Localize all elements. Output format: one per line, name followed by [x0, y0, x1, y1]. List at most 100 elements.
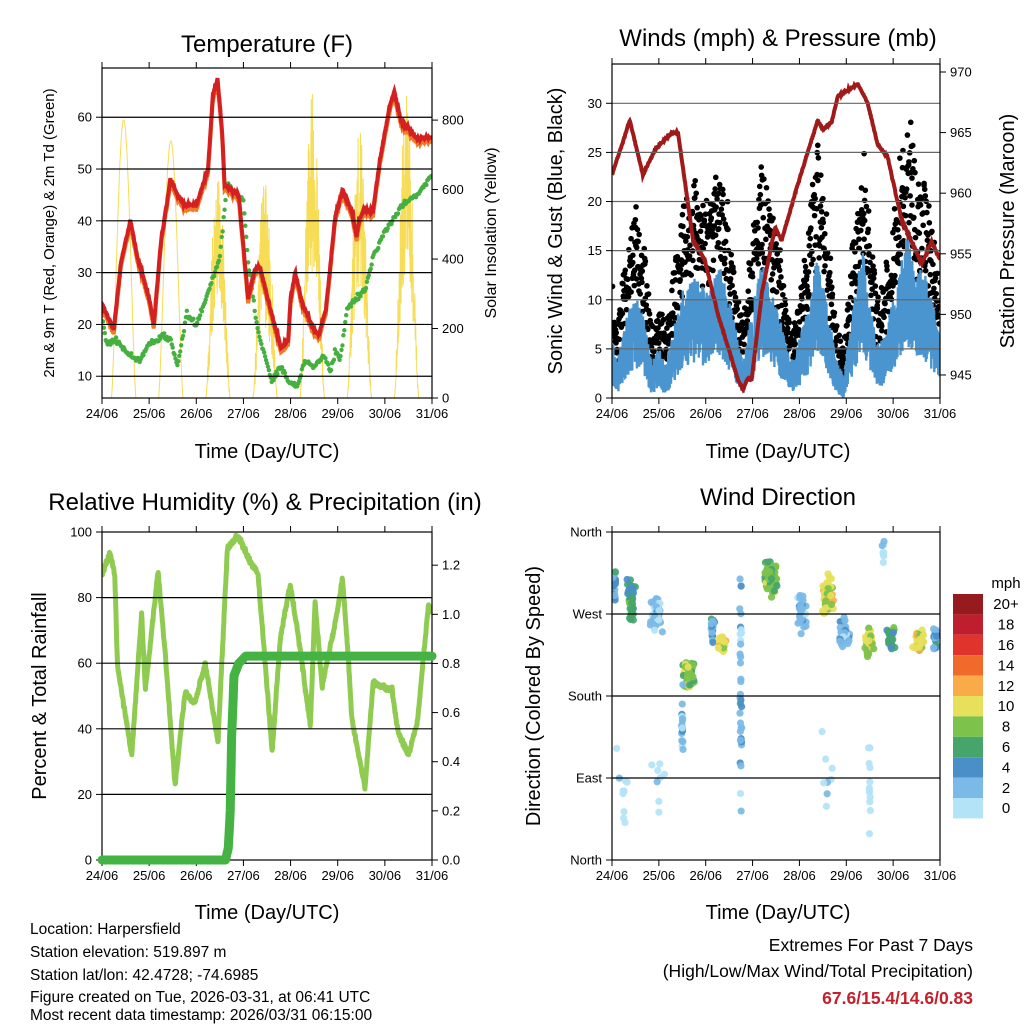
x-tick-label: 29/06: [830, 406, 863, 421]
gust-point: [759, 241, 765, 248]
dewpoint-point: [255, 326, 260, 331]
gust-point: [701, 217, 708, 224]
gust-point: [616, 336, 623, 343]
wind-direction-point: [736, 659, 745, 667]
gust-point: [639, 279, 645, 286]
precipitation-line: [97, 651, 437, 865]
gust-point: [910, 142, 916, 149]
gust-point: [612, 283, 616, 290]
wind-direction-point: [709, 638, 717, 647]
gust-point: [718, 206, 725, 212]
gust-point: [828, 301, 835, 308]
wind-direction-point: [627, 583, 636, 591]
gust-point: [780, 291, 786, 298]
gust-point: [777, 257, 784, 264]
x-tick-label: 25/06: [133, 406, 166, 421]
x-tick-label: 30/06: [877, 406, 910, 421]
wind-direction-point: [658, 628, 667, 636]
legend-swatch: [953, 716, 983, 737]
dewpoint-point: [220, 229, 225, 234]
dewpoint-point: [182, 320, 188, 325]
gust-point: [631, 282, 638, 289]
dewpoint-point: [244, 234, 249, 240]
gust-point: [811, 212, 818, 219]
gust-point: [829, 291, 836, 297]
dewpoint-point: [223, 197, 228, 203]
gust-point: [767, 227, 774, 234]
gust-point: [722, 238, 729, 245]
solar-insolation-line: [102, 93, 432, 398]
gust-point: [719, 186, 726, 193]
dewpoint-point: [113, 335, 119, 340]
gust-point: [697, 228, 704, 235]
gust-point: [770, 215, 776, 222]
dewpoint-point: [253, 315, 258, 320]
gust-point: [804, 283, 810, 290]
gust-point: [662, 351, 669, 357]
gust-point: [827, 269, 833, 276]
y-tick-label: 10: [78, 369, 92, 384]
gust-point: [684, 247, 691, 253]
gust-point: [837, 338, 844, 344]
y-tick-label: 50: [78, 162, 92, 177]
x-tick-label: 30/06: [877, 868, 910, 883]
gust-point: [619, 310, 626, 317]
dewpoint-point: [218, 244, 223, 250]
gust-point: [784, 325, 791, 332]
y-right-tick-label: 970: [950, 64, 972, 79]
gust-point: [885, 308, 892, 315]
y-right-tick-label: 960: [950, 186, 972, 201]
y-tick-label: 20: [78, 317, 92, 332]
y-right-tick-label: 955: [950, 246, 972, 261]
x-tick-label: 26/06: [689, 406, 722, 421]
gust-point: [936, 321, 940, 327]
gust-point: [773, 289, 780, 295]
dewpoint-point: [340, 343, 345, 348]
gust-point: [858, 227, 864, 234]
gust-point: [691, 182, 697, 189]
dewpoint-point: [217, 253, 223, 259]
footer-latlon: Station lat/lon: 42.4728; -74.6985: [30, 967, 258, 984]
wind-direction-point: [865, 759, 873, 768]
gust-point: [769, 271, 776, 277]
gust-point: [641, 245, 648, 252]
dewpoint-point: [102, 330, 108, 336]
dewpoint-point: [254, 320, 259, 325]
humidity-frame: [101, 531, 433, 861]
gust-point: [809, 248, 815, 255]
gust-point: [834, 323, 840, 329]
y-right-tick-label: 0.4: [442, 754, 460, 769]
wind-direction-point: [620, 808, 628, 816]
extremes-values: 67.6/15.4/14.6/0.83: [822, 988, 973, 1008]
wind-direction-point: [679, 681, 687, 689]
gust-point: [922, 267, 929, 274]
x-tick-label: 29/06: [830, 868, 863, 883]
wind-direction-point: [736, 630, 744, 638]
wind-direction-point: [623, 778, 631, 786]
dewpoint-point: [175, 362, 180, 368]
gust-point: [780, 283, 787, 289]
gust-point: [630, 252, 636, 259]
wind-direction-point: [736, 736, 744, 744]
winds-plot: 24/06 25/06 26/06 27/06 28/06 29/06 30/06 31/06…: [588, 58, 972, 421]
gust-point: [628, 235, 634, 242]
y-tick-label: 0: [85, 853, 92, 868]
wind-direction-point: [827, 600, 836, 609]
gust-point: [721, 260, 728, 267]
dewpoint-point: [181, 328, 187, 334]
gust-point: [836, 332, 843, 339]
gust-point: [870, 263, 876, 269]
temp-2m-line: [102, 77, 432, 352]
gust-point: [896, 234, 902, 240]
legend-swatch: [953, 634, 983, 656]
wind-direction-point: [737, 677, 745, 686]
gust-point: [714, 196, 720, 202]
gust-point: [878, 323, 885, 329]
gust-point: [763, 236, 769, 243]
gust-point: [755, 260, 762, 267]
wind-direction-point: [736, 575, 744, 583]
gust-point: [614, 349, 621, 356]
gust-point: [680, 223, 686, 230]
temperature-data: [102, 77, 432, 398]
x-tick-label: 27/06: [736, 406, 769, 421]
